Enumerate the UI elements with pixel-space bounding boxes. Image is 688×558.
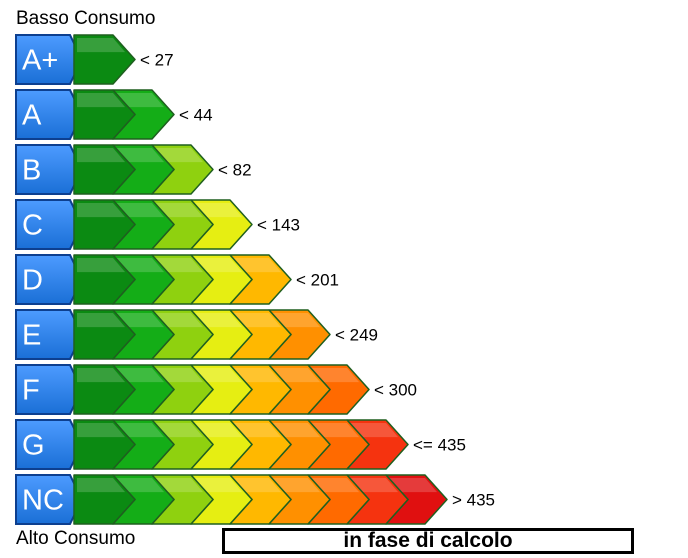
status-box: in fase di calcolo [222,528,634,554]
segment-highlight [272,313,321,328]
segment-highlight [350,423,399,438]
segment-highlight [194,478,243,493]
class-label: NC [22,485,64,517]
class-threshold: < 143 [257,216,300,235]
segment-highlight [194,313,243,328]
segment-highlight [116,93,165,108]
class-threshold: <= 435 [413,436,466,455]
segment-highlight [77,313,126,328]
segment-highlight [155,313,204,328]
segment-highlight [77,368,126,383]
class-row: NC > 435 [15,474,495,525]
class-label: D [22,265,43,297]
class-label: F [22,375,40,407]
class-segment [73,364,136,415]
class-label: E [22,320,41,352]
segment-highlight [233,313,282,328]
class-segment [73,254,136,305]
segment-highlight [194,368,243,383]
segment-highlight [311,478,360,493]
class-row: A+ < 27 [15,34,174,85]
class-row: C < 143 [15,199,300,250]
class-threshold: < 82 [218,161,252,180]
status-text: in fase di calcolo [343,529,513,552]
segment-highlight [272,478,321,493]
class-threshold: < 27 [140,51,174,70]
class-row: G <= 435 [15,419,466,470]
class-row: E < 249 [15,309,378,360]
segment-highlight [155,258,204,273]
class-segment [73,199,136,250]
segment-highlight [155,423,204,438]
segment-highlight [77,38,126,53]
class-segment [73,419,136,470]
class-label: A+ [22,45,58,77]
class-threshold: < 300 [374,381,417,400]
segment-highlight [116,313,165,328]
segment-highlight [116,423,165,438]
class-segment [73,474,136,525]
class-row: A < 44 [15,89,213,140]
segment-highlight [272,423,321,438]
segment-highlight [233,423,282,438]
segment-highlight [77,478,126,493]
class-threshold: < 249 [335,326,378,345]
segment-highlight [194,258,243,273]
segment-highlight [77,423,126,438]
segment-highlight [77,258,126,273]
segment-highlight [311,368,360,383]
segment-highlight [116,478,165,493]
class-segment [73,34,136,85]
top-label: Basso Consumo [16,8,156,29]
segment-highlight [155,368,204,383]
segment-highlight [155,148,204,163]
class-threshold: < 44 [179,106,213,125]
segment-highlight [77,148,126,163]
segment-highlight [350,478,399,493]
class-segment [73,89,136,140]
segment-highlight [194,203,243,218]
class-row: D < 201 [15,254,339,305]
segment-highlight [272,368,321,383]
segment-highlight [116,258,165,273]
segment-highlight [116,368,165,383]
segment-highlight [116,148,165,163]
segment-highlight [155,203,204,218]
class-segment [73,144,136,195]
class-label: B [22,155,41,187]
segment-highlight [77,203,126,218]
class-row: F < 300 [15,364,417,415]
segment-highlight [233,368,282,383]
class-threshold: < 201 [296,271,339,290]
class-label: C [22,210,43,242]
segment-highlight [233,478,282,493]
segment-highlight [194,423,243,438]
segment-highlight [389,478,438,493]
class-label: A [22,100,42,132]
class-segment [73,309,136,360]
class-label: G [22,430,45,462]
bottom-label: Alto Consumo [16,528,136,549]
segment-highlight [77,93,126,108]
segment-highlight [155,478,204,493]
segment-highlight [311,423,360,438]
segment-highlight [233,258,282,273]
class-threshold: > 435 [452,491,495,510]
segment-highlight [116,203,165,218]
class-row: B < 82 [15,144,252,195]
